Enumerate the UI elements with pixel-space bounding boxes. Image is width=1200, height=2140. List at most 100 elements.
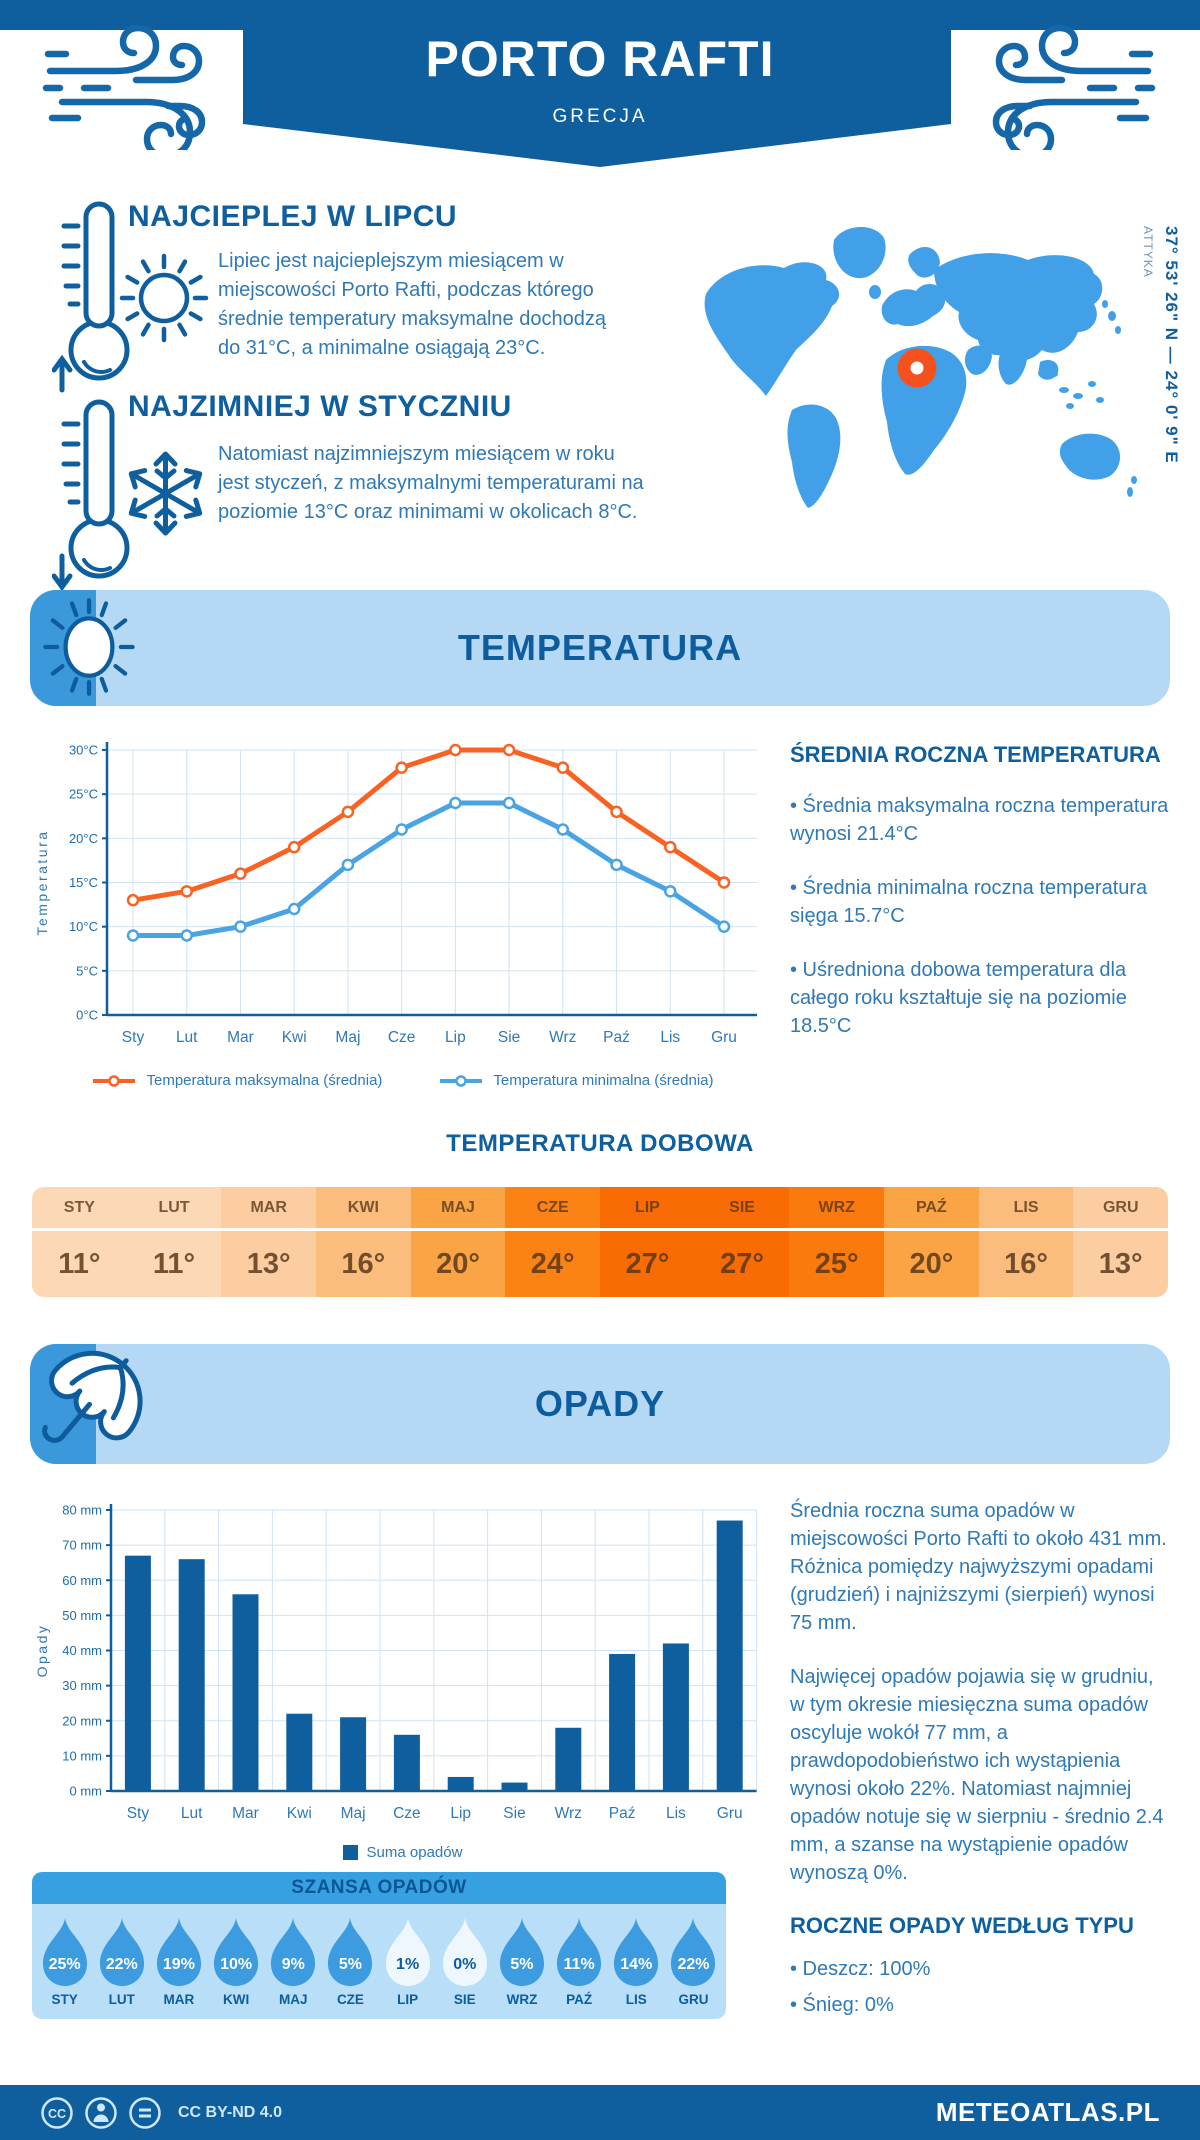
rain-chance-month: KWI	[222, 1992, 250, 2007]
umbrella-icon	[42, 1350, 143, 1443]
month-cell: STY	[32, 1187, 127, 1231]
thermometer-up-icon	[52, 201, 130, 393]
precipitation-section-title: OPADY	[534, 1383, 666, 1424]
rain-chance-value: 11%	[563, 1956, 595, 1973]
svg-text:Gru: Gru	[711, 1029, 737, 1046]
temp-table-column: KWI 16°	[316, 1187, 411, 1297]
temperature-cell: 27°	[625, 1247, 670, 1280]
snowflake-icon	[128, 451, 203, 536]
region-label: ATTYKA	[1141, 226, 1155, 278]
svg-text:Kwi: Kwi	[287, 1805, 312, 1822]
rain-chance-value: 5%	[338, 1956, 362, 1973]
license-block: CC CC BY-ND 4.0	[40, 2096, 282, 2130]
annual-temperature-panel: ŚREDNIA ROCZNA TEMPERATURA • Średnia mak…	[790, 742, 1172, 1066]
temperature-cell: 25°	[814, 1247, 859, 1280]
temp-table-column: STY 11°	[32, 1187, 127, 1297]
annual-bullet: • Uśredniona dobowa temperatura dla całe…	[790, 959, 1127, 1037]
page-title: PORTO RAFTI	[425, 31, 775, 87]
legend-item: Temperatura minimalna (średnia)	[438, 1072, 714, 1089]
rain-drop-icon: 22%	[97, 1916, 147, 1988]
svg-text:Sie: Sie	[498, 1029, 520, 1046]
svg-text:10 mm: 10 mm	[62, 1748, 102, 1763]
svg-text:Lis: Lis	[660, 1029, 680, 1046]
month-cell: MAJ	[410, 1187, 506, 1231]
rain-chance-month: SIE	[453, 1992, 476, 2007]
rain-drop-icon: 11%	[554, 1916, 604, 1988]
coordinates-block: ATTYKA 37° 53' 26" N — 24° 0' 9" E	[1141, 226, 1181, 464]
svg-text:Mar: Mar	[227, 1029, 254, 1046]
location-marker	[897, 348, 937, 388]
temperature-section-title: TEMPERATURA	[457, 627, 743, 668]
rain-chance-box: SZANSA OPADÓW 25% STY 22% LUT 19% MAR 10…	[32, 1872, 726, 2019]
precipitation-chart-legend: Suma opadów	[30, 1844, 775, 1861]
svg-text:Wrz: Wrz	[555, 1805, 582, 1822]
rain-chance-column: 10% KWI	[208, 1916, 265, 2007]
month-cell: PAŹ	[884, 1187, 979, 1231]
svg-text:Temperatura: Temperatura	[34, 829, 50, 935]
precipitation-chart: 0 mm 10 mm 20 mm 30 mm 40 mm 50 mm 60 mm 70 mm 8…	[30, 1496, 775, 1831]
temp-table-column: CZE 24°	[505, 1187, 601, 1297]
svg-text:Opady: Opady	[34, 1624, 50, 1678]
month-cell: LIP	[600, 1187, 695, 1231]
temperature-cell: 16°	[341, 1247, 386, 1280]
rain-drop-icon: 9%	[268, 1916, 318, 1988]
svg-text:10°C: 10°C	[69, 919, 98, 934]
rain-chance-month: WRZ	[506, 1992, 538, 2007]
rain-drop-icon: 5%	[325, 1916, 375, 1988]
month-cell: LIS	[978, 1187, 1074, 1231]
svg-text:Paź: Paź	[609, 1805, 636, 1822]
svg-text:Maj: Maj	[335, 1029, 360, 1046]
month-cell: KWI	[316, 1187, 411, 1231]
precipitation-type-bullet: • Śnieg: 0%	[790, 1994, 894, 2016]
svg-text:Lut: Lut	[181, 1805, 203, 1822]
svg-text:30°C: 30°C	[69, 743, 98, 758]
rain-chance-column: 0% SIE	[436, 1916, 493, 2007]
temp-table-column: WRZ 25°	[789, 1187, 885, 1297]
thermometer-down-icon	[52, 399, 130, 592]
page-subtitle: GRECJA	[552, 106, 648, 127]
rain-drop-icon: 19%	[154, 1916, 204, 1988]
rain-chance-month: CZE	[336, 1992, 364, 2007]
temp-table-column: LIP 27°	[600, 1187, 695, 1297]
svg-text:Lip: Lip	[445, 1029, 466, 1046]
precipitation-paragraph: Średnia roczna suma opadów w miejscowośc…	[790, 1500, 1167, 1634]
rain-chance-month: LUT	[108, 1992, 135, 2007]
rain-chance-column: 25% STY	[36, 1916, 93, 2007]
rain-drop-icon: 22%	[668, 1916, 718, 1988]
svg-text:Lip: Lip	[450, 1805, 471, 1822]
cc-nd-icon	[129, 2096, 161, 2129]
svg-text:60 mm: 60 mm	[62, 1573, 102, 1588]
precipitation-panel: Średnia roczna suma opadów w miejscowośc…	[790, 1497, 1172, 2027]
svg-text:0 mm: 0 mm	[70, 1784, 103, 1799]
svg-text:40 mm: 40 mm	[62, 1643, 102, 1658]
svg-text:50 mm: 50 mm	[62, 1608, 102, 1623]
daily-temperature-table: STY 11° LUT 11° MAR 13° KWI 16° MAJ 20° CZE 24° LIP 2…	[32, 1187, 1168, 1297]
svg-text:20°C: 20°C	[69, 831, 98, 846]
coldest-text: Natomiast najzimniejszym miesiącem w rok…	[218, 443, 644, 523]
temp-table-column: LUT 11°	[126, 1187, 222, 1297]
svg-text:Cze: Cze	[388, 1029, 416, 1046]
wind-icon	[42, 24, 206, 150]
month-cell: GRU	[1073, 1187, 1168, 1231]
wind-icon	[992, 24, 1156, 150]
rain-chance-value: 9%	[281, 1956, 305, 1973]
rain-drop-icon: 1%	[383, 1916, 433, 1988]
temperature-chart: 0°C 5°C 10°C 15°C 20°C 25°C 30°C Sty Lut Mar Kwi Ma…	[30, 736, 775, 1071]
temperature-cell: 16°	[1004, 1247, 1048, 1280]
rain-chance-value: 22%	[677, 1956, 710, 1973]
rain-chance-title: SZANSA OPADÓW	[32, 1872, 726, 1904]
world-map	[704, 226, 1137, 508]
rain-chance-value: 0%	[453, 1956, 477, 1973]
svg-text:Sty: Sty	[127, 1805, 150, 1822]
temperature-cell: 11°	[58, 1247, 101, 1280]
temperature-cell: 11°	[152, 1247, 196, 1280]
svg-text:25°C: 25°C	[69, 787, 98, 802]
precipitation-section-band: OPADY	[30, 1344, 1170, 1464]
daily-temperature-title: TEMPERATURA DOBOWA	[446, 1130, 754, 1157]
svg-text:Lis: Lis	[666, 1805, 686, 1822]
svg-text:Maj: Maj	[341, 1805, 366, 1822]
temp-table-column: LIS 16°	[978, 1187, 1074, 1297]
month-cell: MAR	[221, 1187, 317, 1231]
temp-table-column: MAR 13°	[221, 1187, 317, 1297]
rain-drop-icon: 25%	[40, 1916, 90, 1988]
